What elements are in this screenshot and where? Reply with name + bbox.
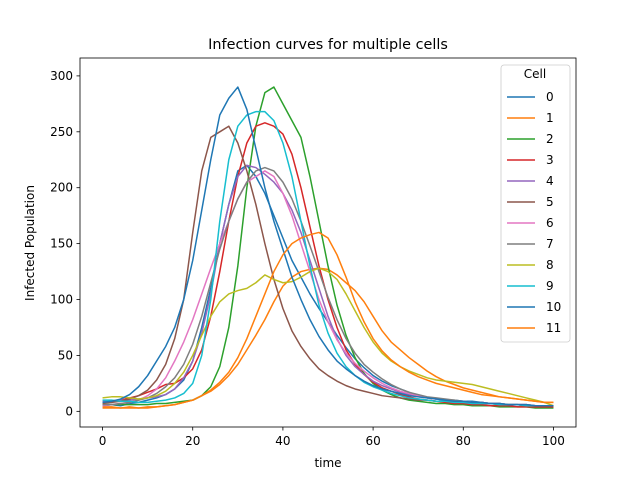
y-axis-label: Infected Population (23, 185, 37, 301)
legend-title: Cell (524, 67, 546, 81)
series-line-cell-8 (102, 267, 554, 407)
x-axis-ticks: 0 20 40 60 80 100 (99, 427, 565, 448)
x-tick-label: 20 (185, 434, 200, 448)
legend-label-cell-10: 10 (546, 300, 561, 314)
legend-label-cell-7: 7 (546, 237, 554, 251)
legend-label-cell-1: 1 (546, 111, 554, 125)
x-tick-label: 0 (99, 434, 107, 448)
y-tick-label: 100 (50, 293, 73, 307)
legend-label-cell-2: 2 (546, 132, 554, 146)
y-axis-ticks: 0 50 100 150 200 250 300 (50, 69, 80, 418)
chart-title: Infection curves for multiple cells (208, 37, 448, 53)
series-line-cell-3 (102, 122, 554, 408)
legend: Cell 0 1 2 3 4 5 6 7 8 9 10 11 (500, 64, 571, 343)
legend-label-cell-8: 8 (546, 258, 554, 272)
series-line-cell-10 (102, 86, 554, 407)
y-tick-label: 250 (50, 125, 73, 139)
x-axis-label: time (314, 456, 341, 470)
series-line-cell-11 (102, 231, 554, 409)
y-tick-label: 50 (58, 348, 73, 362)
legend-label-cell-5: 5 (546, 195, 554, 209)
series-line-cell-2 (102, 86, 554, 409)
legend-label-cell-0: 0 (546, 90, 554, 104)
x-tick-label: 40 (275, 434, 290, 448)
series-lines (102, 86, 554, 409)
legend-label-cell-9: 9 (546, 279, 554, 293)
legend-label-cell-11: 11 (546, 321, 561, 335)
series-line-cell-6 (102, 170, 554, 407)
legend-label-cell-4: 4 (546, 174, 554, 188)
plot-frame (79, 57, 577, 428)
legend-items: 0 1 2 3 4 5 6 7 8 9 10 11 (507, 90, 561, 335)
legend-frame (500, 64, 571, 343)
y-tick-label: 300 (50, 69, 73, 83)
y-tick-label: 0 (65, 404, 73, 418)
x-tick-label: 60 (365, 434, 380, 448)
y-tick-label: 200 (50, 181, 73, 195)
series-line-cell-9 (102, 110, 554, 407)
y-tick-label: 150 (50, 237, 73, 251)
x-tick-label: 80 (456, 434, 471, 448)
legend-label-cell-6: 6 (546, 216, 554, 230)
legend-label-cell-3: 3 (546, 153, 554, 167)
x-tick-label: 100 (542, 434, 565, 448)
